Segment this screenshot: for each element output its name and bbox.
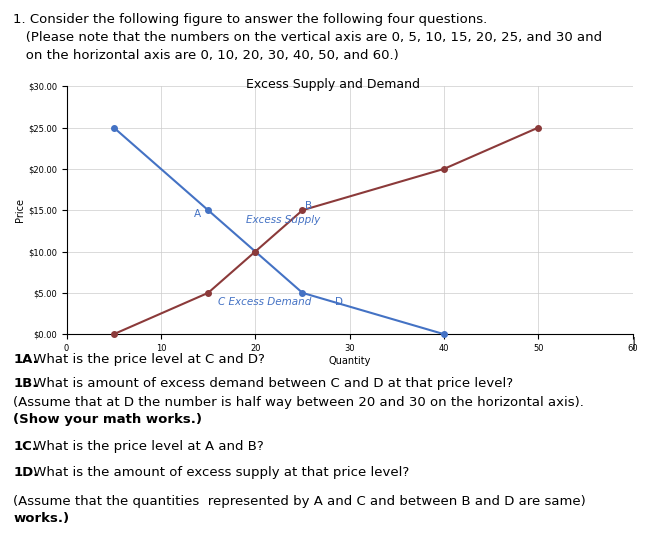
Text: Excess Supply: Excess Supply [246,215,320,225]
Text: 1. Consider the following figure to answer the following four questions.: 1. Consider the following figure to answ… [13,13,488,26]
Text: A: A [194,209,201,219]
Text: (Show your math works.): (Show your math works.) [13,413,202,426]
Text: |: | [631,337,635,350]
Text: Excess Supply and Demand: Excess Supply and Demand [246,78,420,91]
Text: (Assume that the quantities  represented by A and C and between B and D are same: (Assume that the quantities represented … [13,495,590,508]
Text: works.): works.) [13,512,69,525]
Text: B: B [305,201,312,211]
Text: C Excess Demand: C Excess Demand [218,297,311,307]
Text: What is the amount of excess supply at that price level?: What is the amount of excess supply at t… [29,466,410,479]
Text: 1C.: 1C. [13,440,37,453]
Text: D: D [336,297,344,307]
Text: (Please note that the numbers on the vertical axis are 0, 5, 10, 15, 20, 25, and: (Please note that the numbers on the ver… [13,31,603,44]
Text: What is the price level at C and D?: What is the price level at C and D? [29,353,265,366]
Text: What is amount of excess demand between C and D at that price level?: What is amount of excess demand between … [29,377,513,390]
X-axis label: Quantity: Quantity [328,356,371,365]
Text: 1A.: 1A. [13,353,38,366]
Text: on the horizontal axis are 0, 10, 20, 30, 40, 50, and 60.): on the horizontal axis are 0, 10, 20, 30… [13,49,399,62]
Text: What is the price level at A and B?: What is the price level at A and B? [29,440,264,453]
Y-axis label: Price: Price [15,198,25,222]
Text: 1D.: 1D. [13,466,39,479]
Text: (Assume that at D the number is half way between 20 and 30 on the horizontal axi: (Assume that at D the number is half way… [13,396,584,409]
Text: 1B.: 1B. [13,377,38,390]
